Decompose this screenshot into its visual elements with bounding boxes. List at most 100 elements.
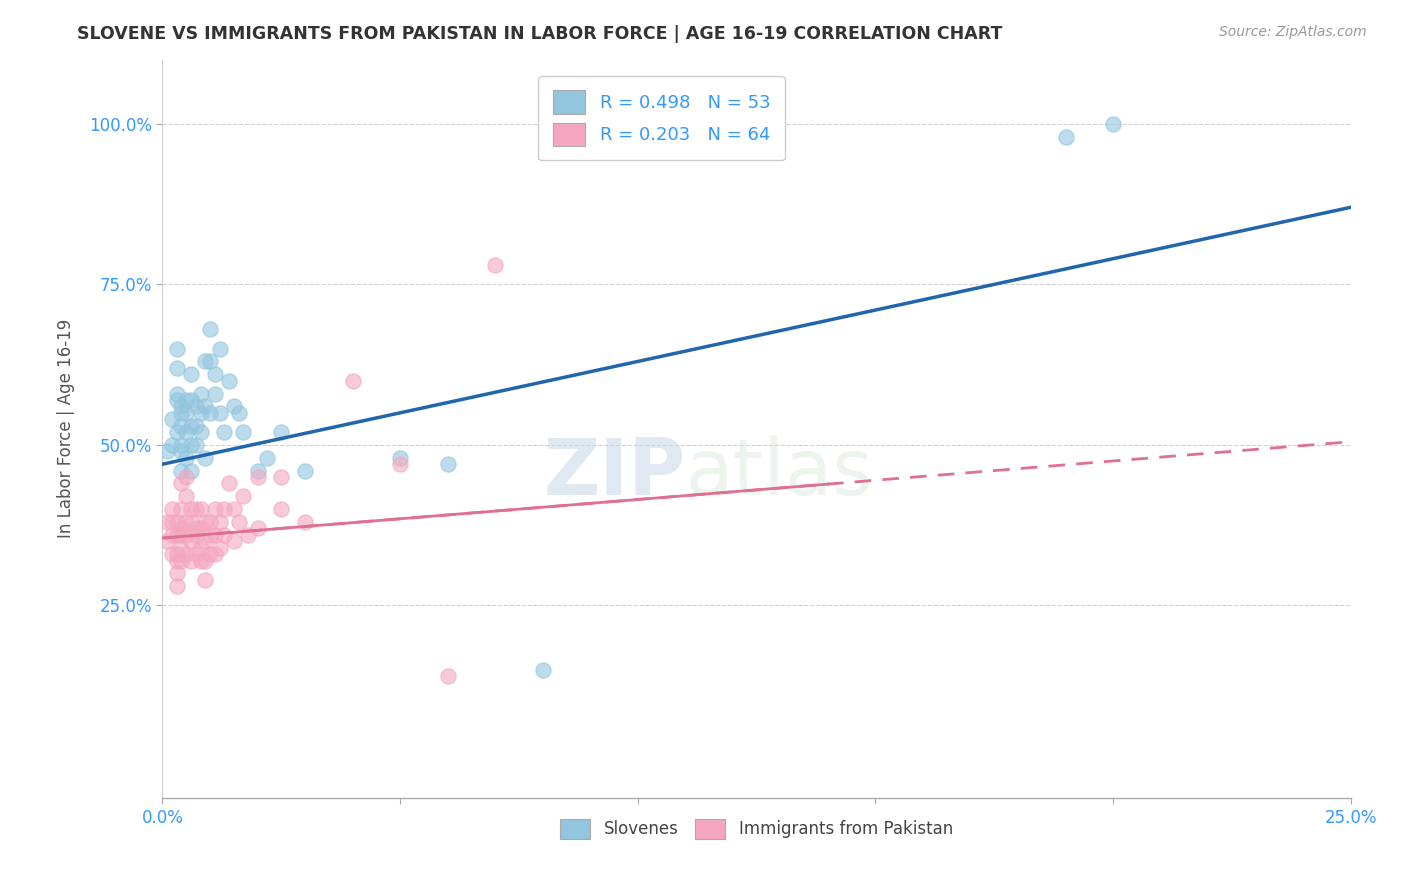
Point [160, 412, 183, 426]
Point [170, 406, 193, 420]
Point [184, 438, 207, 452]
Point [174, 450, 197, 465]
Point [236, 528, 259, 542]
Point [180, 553, 202, 567]
Point [208, 406, 231, 420]
Point [294, 515, 316, 529]
Point [218, 374, 240, 388]
Point [436, 669, 458, 683]
Text: ZIP: ZIP [543, 435, 685, 511]
Point [214, 528, 236, 542]
Point [190, 502, 212, 516]
Point [1102, 117, 1125, 131]
Point [232, 425, 254, 439]
Point [180, 515, 202, 529]
Point [184, 418, 207, 433]
Point [166, 579, 188, 593]
Point [166, 392, 188, 407]
Point [160, 502, 183, 516]
Point [166, 528, 188, 542]
Point [166, 386, 188, 401]
Point [160, 547, 183, 561]
Point [170, 553, 193, 567]
Point [228, 406, 250, 420]
Text: atlas: atlas [685, 435, 873, 511]
Point [174, 406, 197, 420]
Point [170, 400, 193, 414]
Point [156, 534, 179, 549]
Point [170, 476, 193, 491]
Point [170, 541, 193, 555]
Point [166, 553, 188, 567]
Point [208, 515, 231, 529]
Point [194, 515, 217, 529]
Point [184, 400, 207, 414]
Text: Source: ZipAtlas.com: Source: ZipAtlas.com [1219, 25, 1367, 39]
Point [194, 573, 217, 587]
Point [256, 450, 278, 465]
Point [198, 547, 221, 561]
Point [180, 502, 202, 516]
Point [170, 438, 193, 452]
Point [180, 534, 202, 549]
Text: SLOVENE VS IMMIGRANTS FROM PAKISTAN IN LABOR FORCE | AGE 16-19 CORRELATION CHART: SLOVENE VS IMMIGRANTS FROM PAKISTAN IN L… [77, 25, 1002, 43]
Point [246, 521, 269, 535]
Point [218, 476, 240, 491]
Point [228, 515, 250, 529]
Point [294, 464, 316, 478]
Point [184, 528, 207, 542]
Point [180, 438, 202, 452]
Point [190, 541, 212, 555]
Point [204, 547, 226, 561]
Point [174, 528, 197, 542]
Point [170, 528, 193, 542]
Point [198, 354, 221, 368]
Point [204, 386, 226, 401]
Point [436, 457, 458, 471]
Point [214, 425, 236, 439]
Point [160, 528, 183, 542]
Point [190, 406, 212, 420]
Point [170, 502, 193, 516]
Point [342, 374, 364, 388]
Point [270, 470, 292, 484]
Point [198, 515, 221, 529]
Point [194, 400, 217, 414]
Point [232, 489, 254, 503]
Point [531, 663, 554, 677]
Point [190, 425, 212, 439]
Legend: Slovenes, Immigrants from Pakistan: Slovenes, Immigrants from Pakistan [554, 813, 959, 846]
Point [174, 547, 197, 561]
Point [214, 502, 236, 516]
Point [208, 541, 231, 555]
Point [170, 444, 193, 458]
Point [166, 425, 188, 439]
Point [270, 425, 292, 439]
Point [222, 400, 245, 414]
Point [160, 515, 183, 529]
Point [204, 368, 226, 382]
Point [190, 553, 212, 567]
Point [166, 342, 188, 356]
Point [246, 470, 269, 484]
Point [166, 360, 188, 375]
Point [194, 450, 217, 465]
Point [198, 406, 221, 420]
Point [194, 354, 217, 368]
Point [190, 386, 212, 401]
Point [1054, 129, 1077, 144]
Point [270, 502, 292, 516]
Point [180, 464, 202, 478]
Point [204, 502, 226, 516]
Point [174, 470, 197, 484]
Point [170, 464, 193, 478]
Point [180, 418, 202, 433]
Point [174, 515, 197, 529]
Point [156, 444, 179, 458]
Point [484, 258, 506, 272]
Point [174, 392, 197, 407]
Point [166, 566, 188, 581]
Y-axis label: In Labor Force | Age 16-19: In Labor Force | Age 16-19 [58, 319, 75, 539]
Point [194, 534, 217, 549]
Point [389, 457, 412, 471]
